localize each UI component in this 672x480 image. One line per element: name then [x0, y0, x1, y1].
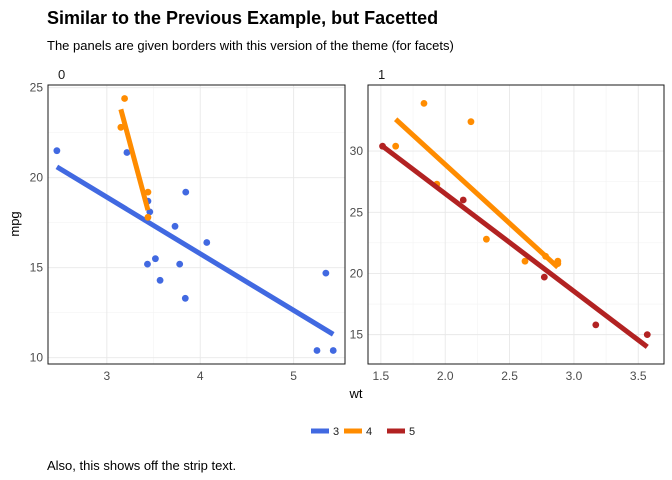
point-gear-4 [144, 188, 152, 196]
point-gear-3 [203, 239, 211, 246]
y-tick-label: 25 [350, 205, 364, 219]
point-gear-5 [540, 273, 548, 281]
panel-border [47, 84, 346, 365]
point-gear-4 [144, 213, 152, 221]
panel-border [367, 84, 665, 365]
y-axis-title: mpg [7, 211, 22, 236]
point-gear-3 [152, 255, 159, 263]
point-gear-4 [121, 95, 128, 102]
y-tick-label: 15 [30, 261, 44, 275]
point-gear-3 [176, 260, 184, 268]
point-gear-4 [467, 118, 475, 126]
point-gear-3 [181, 294, 189, 302]
strip-label: 0 [58, 67, 65, 82]
legend-label-5: 5 [409, 426, 415, 438]
y-tick-label: 15 [350, 328, 364, 342]
x-tick-label: 2.5 [501, 369, 518, 383]
point-gear-4 [420, 99, 428, 107]
legend-label-3: 3 [333, 426, 339, 438]
point-gear-3 [146, 208, 154, 216]
strip-label: 1 [378, 67, 385, 82]
facet-panel-1: 1 1.5 2.0 2.5 3.0 3.5 15 20 25 30 [350, 67, 665, 383]
point-gear-4 [554, 260, 562, 268]
point-gear-3 [182, 188, 190, 196]
chart-title: Similar to the Previous Example, but Fac… [47, 8, 438, 28]
x-tick-label: 1.5 [373, 369, 390, 383]
legend: 3 4 5 [311, 426, 415, 438]
fit-line-4 [118, 108, 151, 211]
facet-panel-0: 0 3 4 5 10 15 20 25 [30, 67, 346, 383]
point-gear-4 [392, 142, 400, 150]
y-tick-label: 20 [350, 266, 364, 280]
point-gear-3 [329, 347, 337, 354]
x-axis-title: wt [349, 386, 363, 401]
fit-line-4 [393, 117, 560, 270]
x-tick-label: 4 [197, 369, 204, 383]
point-gear-4 [483, 235, 490, 243]
point-gear-3 [322, 269, 330, 277]
fit-line-3 [55, 164, 335, 337]
x-tick-label: 3.0 [566, 369, 583, 383]
point-gear-3 [171, 222, 179, 230]
y-tick-label: 30 [350, 144, 364, 158]
point-gear-5 [643, 331, 651, 339]
x-tick-label: 3 [103, 369, 110, 383]
point-gear-4 [521, 257, 529, 265]
fit-line-5 [381, 144, 649, 349]
x-tick-label: 3.5 [630, 369, 647, 383]
point-gear-3 [156, 276, 164, 284]
point-gear-3 [144, 260, 151, 268]
point-gear-5 [592, 321, 600, 329]
chart-caption: Also, this shows off the strip text. [47, 458, 236, 473]
point-gear-3 [53, 147, 61, 155]
y-tick-label: 10 [30, 351, 44, 365]
y-tick-label: 20 [30, 171, 44, 185]
point-gear-5 [459, 196, 467, 204]
y-tick-label: 25 [30, 81, 44, 95]
chart-subtitle: The panels are given borders with this v… [47, 38, 454, 53]
point-gear-3 [313, 347, 321, 354]
point-gear-3 [123, 149, 131, 156]
point-gear-5 [379, 142, 386, 150]
point-gear-4 [542, 252, 549, 260]
legend-label-4: 4 [366, 426, 372, 438]
point-gear-4 [117, 123, 125, 131]
x-tick-label: 2.0 [437, 369, 454, 383]
x-tick-label: 5 [290, 369, 297, 383]
